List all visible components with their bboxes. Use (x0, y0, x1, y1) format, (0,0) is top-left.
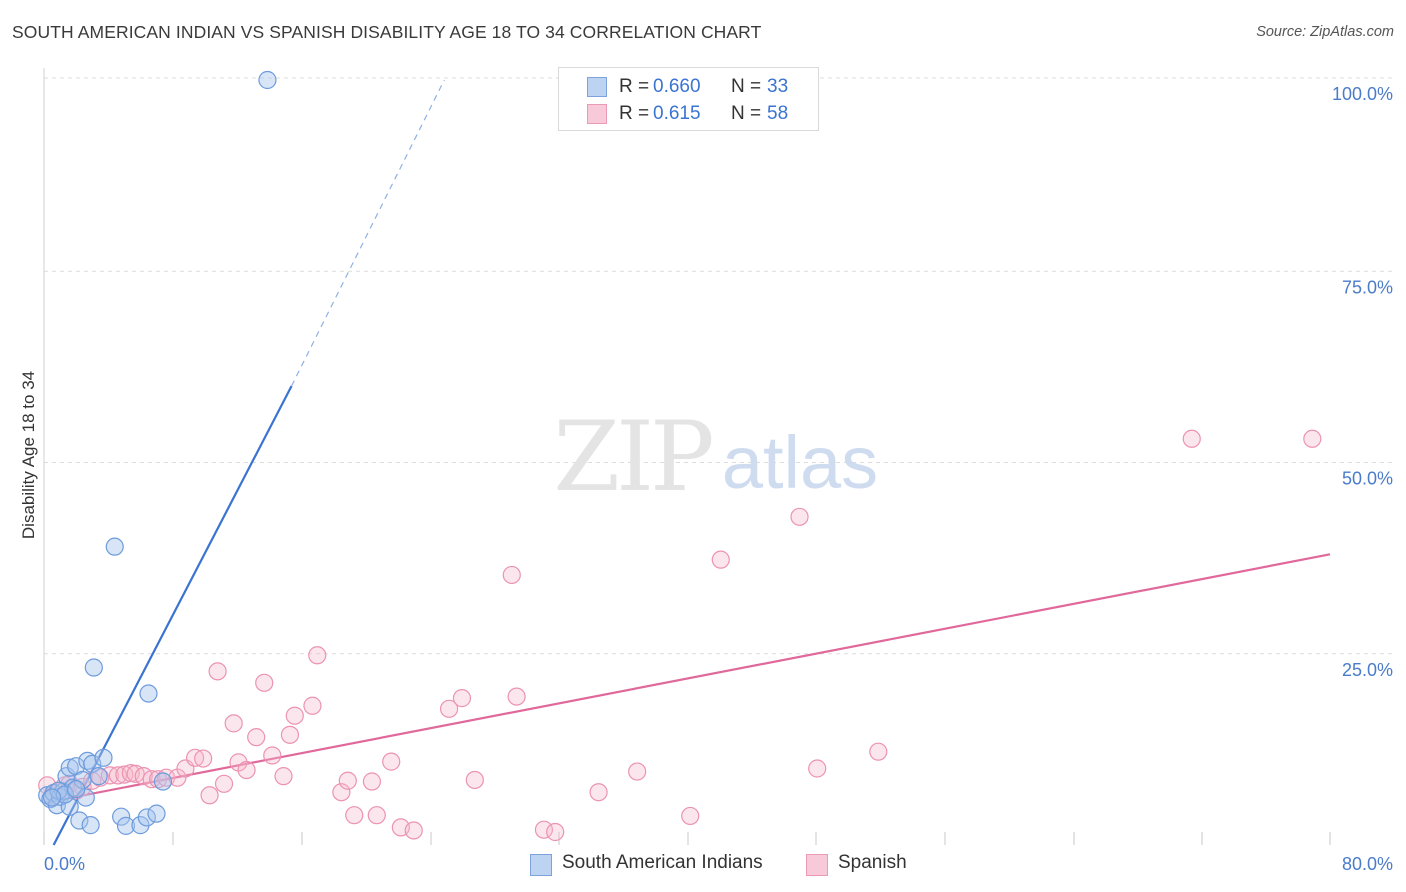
r-label: R = (619, 76, 650, 97)
point-spanish (332, 783, 351, 802)
axes (43, 68, 1331, 845)
point-south-american-indians (139, 684, 158, 703)
legend-swatch-pink (806, 854, 828, 876)
point-south-american-indians (60, 758, 79, 777)
n-label: N = (731, 76, 762, 97)
point-spanish (214, 774, 234, 793)
correlation-legend: R = 0.660 N = 33 R = 0.615 N = 58 (558, 67, 819, 131)
point-spanish (247, 728, 266, 747)
point-spanish (255, 673, 274, 692)
point-spanish (1182, 429, 1201, 448)
legend-row-pink: R = 0.615 N = 58 (559, 100, 818, 128)
trend-lines (43, 79, 1331, 846)
point-south-american-indians (112, 807, 131, 826)
point-spanish (263, 746, 282, 765)
point-south-american-indians (42, 788, 62, 807)
y-tick-label: 25.0% (1342, 660, 1393, 680)
point-spanish (790, 507, 809, 526)
chart-title: SOUTH AMERICAN INDIAN VS SPANISH DISABIL… (12, 22, 762, 42)
x-tick-label: 0.0% (44, 854, 85, 874)
point-south-american-indians (116, 816, 136, 835)
point-spanish (362, 772, 382, 791)
point-spanish (465, 770, 484, 790)
point-spanish (194, 749, 213, 768)
point-spanish (628, 762, 647, 781)
point-spanish (338, 771, 357, 790)
point-south-american-indians (153, 772, 173, 791)
point-spanish (808, 759, 827, 778)
point-spanish (502, 565, 521, 585)
point-spanish (404, 821, 423, 840)
tick-labels: 25.0% 50.0% 75.0% 100.0% 0.0% 80.0% (44, 84, 1393, 874)
trend-line-south-american-indians (52, 385, 293, 846)
trend-line-extension (291, 79, 445, 387)
y-tick-label: 50.0% (1342, 469, 1393, 489)
source-credit: Source: ZipAtlas.com (1256, 24, 1394, 40)
legend-swatch-blue (587, 77, 607, 97)
n-label: N = (731, 103, 762, 124)
point-south-american-indians (258, 70, 277, 90)
r-value: 0.660 (653, 76, 701, 97)
point-spanish (439, 699, 459, 718)
point-south-american-indians (70, 811, 89, 830)
point-spanish (711, 550, 730, 569)
point-spanish (1303, 429, 1322, 448)
point-spanish (274, 767, 293, 786)
point-spanish (200, 786, 219, 805)
point-spanish (589, 783, 608, 802)
point-south-american-indians (105, 537, 124, 556)
point-spanish (308, 646, 327, 665)
point-spanish (280, 725, 300, 744)
legend-label: South American Indians (562, 852, 763, 873)
legend-row-blue: R = 0.660 N = 33 (559, 73, 818, 101)
point-spanish (237, 760, 256, 780)
gridlines (44, 77, 1392, 655)
point-south-american-indians (81, 816, 100, 835)
y-tick-label: 100.0% (1332, 84, 1393, 104)
point-south-american-indians (147, 804, 166, 823)
r-value: 0.615 (653, 103, 701, 124)
point-spanish (681, 806, 700, 826)
point-south-american-indians (89, 767, 108, 786)
watermark-atlas: atlas (722, 421, 878, 504)
series-legend: South American Indians Spanish (0, 851, 1406, 879)
legend-label: Spanish (838, 852, 907, 873)
point-south-american-indians (84, 658, 103, 677)
point-spanish (534, 820, 554, 839)
point-spanish (452, 689, 472, 708)
point-spanish (303, 696, 322, 715)
r-label: R = (619, 103, 650, 124)
point-spanish (208, 662, 227, 681)
point-south-american-indians (67, 780, 86, 799)
n-value: 33 (767, 76, 789, 97)
legend-swatch-pink (587, 104, 607, 124)
watermark: ZIP atlas (553, 401, 878, 513)
point-south-american-indians (94, 748, 113, 767)
data-points (38, 70, 1322, 842)
point-spanish (367, 806, 386, 825)
n-value: 58 (767, 103, 789, 124)
y-axis-label: Disability Age 18 to 34 (19, 371, 38, 539)
point-spanish (224, 714, 243, 733)
point-spanish (142, 770, 161, 789)
point-spanish (869, 742, 888, 761)
trend-line-spanish (43, 553, 1331, 805)
point-spanish (546, 822, 565, 842)
point-spanish (507, 687, 526, 706)
point-spanish (345, 806, 364, 825)
watermark-zip: ZIP (553, 401, 712, 513)
point-spanish (382, 752, 401, 771)
x-tick-label: 80.0% (1342, 854, 1393, 874)
point-spanish (285, 706, 304, 725)
legend-swatch-blue (530, 854, 552, 876)
y-tick-label: 75.0% (1342, 277, 1393, 297)
point-south-american-indians (137, 808, 156, 827)
